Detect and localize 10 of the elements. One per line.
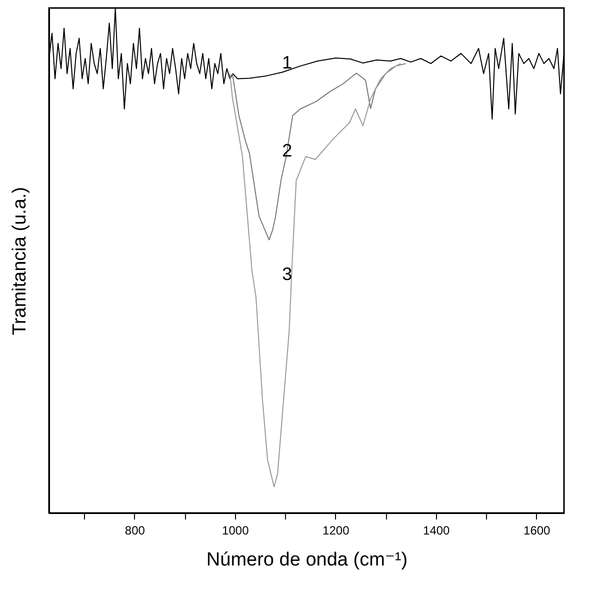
y-axis-title: Tramitancia (u.a.)	[10, 186, 30, 336]
series-label: 1	[282, 52, 292, 73]
x-tick-label: 1400	[423, 524, 450, 538]
series-label: 3	[282, 264, 292, 284]
x-tick-label: 1600	[524, 524, 551, 538]
series-label: 2	[282, 140, 292, 161]
x-tick-label: 1200	[322, 524, 350, 538]
x-axis-title: Número de onda (cm⁻¹)	[206, 550, 408, 570]
x-tick-label: 1000	[222, 524, 250, 538]
x-tick-label: 800	[124, 524, 146, 538]
